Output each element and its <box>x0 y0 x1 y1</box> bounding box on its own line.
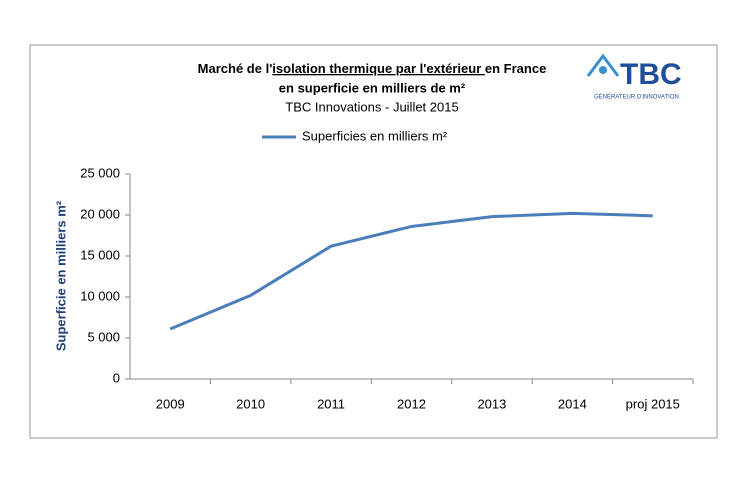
x-tick-label: 2013 <box>477 396 506 411</box>
title-part: en France <box>485 61 546 76</box>
x-tick-label: 2011 <box>317 396 345 411</box>
logo-person <box>599 66 607 74</box>
y-tick-label: 20 000 <box>80 206 120 221</box>
x-tick-label: 2010 <box>236 396 265 411</box>
logo-roof <box>586 53 620 77</box>
title-part: Marché de l' <box>198 61 273 76</box>
legend-label: Superficies en milliers m² <box>302 128 448 143</box>
chart-title-line2: en superficie en milliers de m² <box>279 80 466 95</box>
y-tick-label: 25 000 <box>80 165 120 180</box>
title-part: isolation thermique par l'extérieur <box>272 61 485 76</box>
y-tick-label: 10 000 <box>80 288 120 303</box>
chart-subtitle: TBC Innovations - Juillet 2015 <box>285 99 458 114</box>
chart-border <box>29 44 718 439</box>
y-axis-label: Superficie en milliers m² <box>53 200 68 351</box>
logo-tagline: GÉNÉRATEUR D'INNOVATION <box>594 94 679 101</box>
logo: TBC GÉNÉRATEUR D'INNOVATION <box>586 53 682 101</box>
y-tick-label: 15 000 <box>80 247 120 262</box>
y-tick-label: 5 000 <box>87 329 120 344</box>
x-tick-label: 2009 <box>156 396 185 411</box>
x-tick-label: 2014 <box>558 396 587 411</box>
line-series <box>169 211 653 331</box>
chart-title: Marché de l'isolation thermique par l'ex… <box>198 61 547 76</box>
x-tick-label: proj 2015 <box>626 396 680 411</box>
x-tick-label: 2012 <box>397 396 426 411</box>
y-tick-label: 0 <box>113 370 120 385</box>
logo-text: TBC <box>620 58 682 91</box>
